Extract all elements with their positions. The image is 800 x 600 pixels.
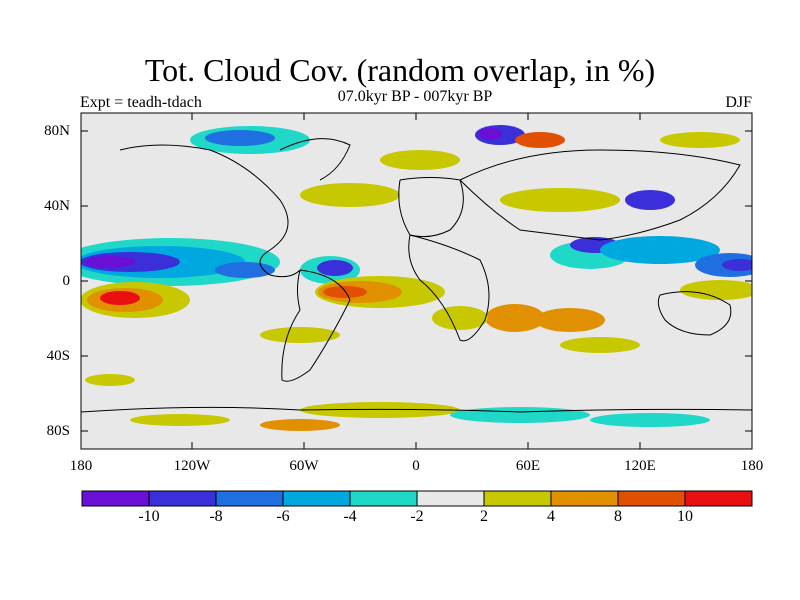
lon-label-120w: 120W bbox=[173, 458, 211, 474]
map-title: Tot. Cloud Cov. (random overlap, in %) bbox=[144, 52, 656, 88]
lat-label-40n: 40N bbox=[44, 198, 70, 214]
lat-label-80n: 80N bbox=[44, 123, 70, 139]
colorbar-swatch bbox=[483, 490, 552, 507]
season-label: DJF bbox=[725, 94, 752, 111]
colorbar-label: 4 bbox=[547, 508, 555, 525]
colorbar-swatch bbox=[282, 490, 351, 507]
colorbar-label: -10 bbox=[138, 508, 160, 525]
colorbar-swatch bbox=[617, 490, 686, 507]
axis-ticks bbox=[81, 113, 752, 449]
colorbar-label: -6 bbox=[276, 508, 290, 525]
colorbar-swatch bbox=[148, 490, 217, 507]
colorbar-swatch bbox=[215, 490, 284, 507]
map-subtitle: 07.0kyr BP - 007kyr BP bbox=[337, 88, 493, 105]
lon-label-0: 0 bbox=[412, 458, 420, 474]
coastlines bbox=[81, 138, 752, 413]
colorbar-label: -8 bbox=[209, 508, 223, 525]
colorbar-swatch bbox=[416, 490, 485, 507]
colorbar-label: -2 bbox=[410, 508, 424, 525]
colorbar-swatch bbox=[349, 490, 418, 507]
lat-label-0: 0 bbox=[62, 273, 71, 289]
experiment-label: Expt = teadh-tdach bbox=[80, 94, 202, 111]
lon-label-180e: 180 bbox=[740, 458, 764, 474]
lon-label-60e: 60E bbox=[515, 458, 541, 474]
colorbar-swatch bbox=[684, 490, 753, 507]
colorbar-swatch bbox=[81, 490, 150, 507]
colorbar bbox=[81, 490, 753, 507]
lat-label-40s: 40S bbox=[46, 348, 70, 364]
lon-label-120e: 120E bbox=[624, 458, 656, 474]
colorbar-label: 10 bbox=[677, 508, 693, 525]
colorbar-label: -4 bbox=[343, 508, 357, 525]
map-panel bbox=[81, 113, 752, 449]
lon-label-60w: 60W bbox=[289, 458, 319, 474]
colorbar-label: 8 bbox=[614, 508, 622, 525]
anomaly-field bbox=[81, 125, 752, 431]
colorbar-swatch bbox=[550, 490, 619, 507]
colorbar-label: 2 bbox=[480, 508, 488, 525]
lat-label-80s: 80S bbox=[46, 423, 70, 439]
lon-label-180w: 180 bbox=[69, 458, 93, 474]
